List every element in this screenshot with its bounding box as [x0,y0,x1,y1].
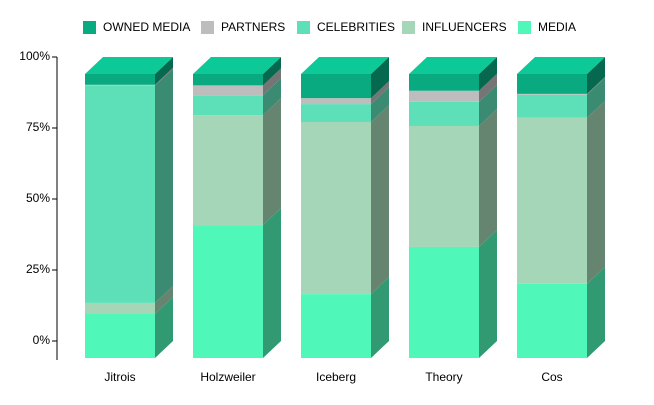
bar-segment [409,90,479,102]
bar-side [263,78,281,116]
bar-segment [193,115,263,226]
bar-side [587,76,605,95]
bar-side [155,296,173,358]
bar-segment [409,125,479,247]
bar-side [155,57,173,85]
bar-side [371,104,389,295]
bar-segment [517,93,587,95]
bar-side [155,285,173,314]
bar-top [409,57,497,74]
bar-segment [409,246,479,358]
y-tick-label: 50% [26,191,50,205]
bar-segment [193,85,263,96]
bar-side [479,108,497,247]
bar-side [479,84,497,126]
bar-side [371,81,389,105]
legend-label: INFLUENCERS [422,20,507,34]
bar-segment [193,225,263,358]
bar-top [517,57,605,74]
legend-label: MEDIA [538,20,576,34]
bar-segment [517,94,587,118]
y-tick-label: 0% [33,333,51,347]
legend-label: OWNED MEDIA [103,20,190,34]
bar-segment [301,98,371,105]
bar-top [301,57,389,74]
bar-segment [517,117,587,284]
bar-side [587,77,605,118]
bar-side [371,277,389,358]
bar-segment [85,302,155,314]
bar-side [587,266,605,358]
y-tick-label: 25% [26,262,50,276]
x-tick-label: Cos [541,370,562,384]
legend-swatch [518,21,531,34]
x-tick-label: Theory [425,370,462,384]
bar-segment [85,84,155,86]
x-tick-label: Iceberg [316,370,356,384]
bar-segment [301,294,371,358]
bar-side [263,57,281,86]
bar-segment [193,74,263,86]
bar-segment [517,283,587,358]
bar-segment [517,74,587,94]
bar-side [155,67,173,86]
bar-segment [85,85,155,303]
bar-side [587,100,605,284]
bar-segment [85,313,155,358]
legend-swatch [402,21,415,34]
bar-top [193,57,281,74]
bar-side [587,57,605,94]
legend-label: PARTNERS [221,20,285,34]
y-tick-label: 100% [19,49,50,63]
bar-side [479,73,497,102]
legend-label: CELEBRITIES [317,20,395,34]
y-tick-label: 75% [26,120,50,134]
bar-side [479,229,497,358]
bar-side [263,98,281,226]
bar-side [155,68,173,303]
bar-side [371,87,389,122]
bar-segment [409,101,479,126]
legend-swatch [83,21,96,34]
legend-swatch [297,21,310,34]
x-tick-label: Jitrois [104,370,135,384]
x-tick-label: Holzweiler [200,370,255,384]
bar-segment [85,74,155,85]
bar-side [371,57,389,99]
legend-swatch [201,21,214,34]
bar-segment [193,95,263,116]
bar-top [85,57,173,74]
bar-segment [301,74,371,99]
bar-side [479,57,497,91]
bar-side [263,208,281,358]
bar-segment [301,104,371,122]
bar-segment [409,74,479,91]
bar-segment [301,121,371,295]
bar-side [263,68,281,96]
